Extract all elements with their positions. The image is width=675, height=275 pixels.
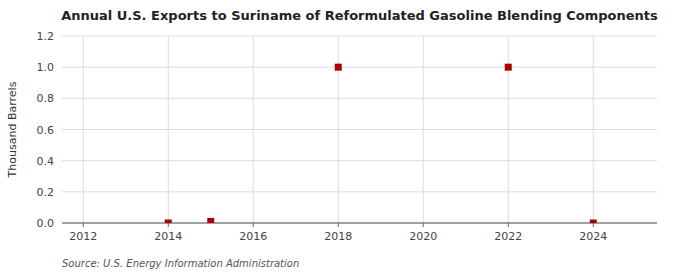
y-tick-label: 1.2 bbox=[37, 30, 55, 43]
y-tick-label: 0.4 bbox=[37, 155, 55, 168]
y-tick-label: 0.0 bbox=[37, 217, 55, 230]
source: Source: U.S. Energy Information Administ… bbox=[62, 258, 299, 269]
point bbox=[207, 218, 214, 223]
y-tick-label: 0.6 bbox=[37, 124, 55, 137]
x-tick-label: 2024 bbox=[579, 230, 607, 243]
x-tick bbox=[253, 223, 254, 227]
x-tick bbox=[423, 223, 424, 227]
x-grid-line bbox=[593, 36, 594, 223]
x-tick bbox=[83, 223, 84, 227]
y-tick-label: 0.8 bbox=[37, 92, 55, 105]
x-tick-label: 2022 bbox=[494, 230, 522, 243]
point bbox=[590, 220, 597, 224]
title: Annual U.S. Exports to Suriname of Refor… bbox=[61, 8, 658, 23]
y-tick-label: 0.2 bbox=[37, 186, 55, 199]
y-grid-line bbox=[62, 223, 657, 224]
y-axis-label: Thousand Barrels bbox=[6, 81, 19, 178]
x-tick bbox=[593, 223, 594, 227]
point bbox=[505, 64, 512, 71]
point bbox=[165, 220, 172, 224]
x-tick-label: 2016 bbox=[239, 230, 267, 243]
y-grid-line bbox=[62, 129, 657, 130]
x-grid-line bbox=[83, 36, 84, 223]
y-grid-line bbox=[62, 67, 657, 68]
y-tick-label: 1.0 bbox=[37, 61, 55, 74]
points bbox=[165, 64, 597, 223]
y-grid-line bbox=[62, 160, 657, 161]
y-grid-line bbox=[62, 191, 657, 192]
x-tick bbox=[508, 223, 509, 227]
chart: Annual U.S. Exports to Suriname of Refor… bbox=[0, 0, 675, 275]
x-tick bbox=[338, 223, 339, 227]
x-tick-label: 2014 bbox=[154, 230, 182, 243]
x-tick-label: 2020 bbox=[409, 230, 437, 243]
x-tick-label: 2012 bbox=[69, 230, 97, 243]
x-tick bbox=[168, 223, 169, 227]
y-grid-line bbox=[62, 98, 657, 99]
x-grid-line bbox=[423, 36, 424, 223]
y-grid-line bbox=[62, 36, 657, 37]
x-tick-label: 2018 bbox=[324, 230, 352, 243]
point bbox=[335, 64, 342, 71]
x-axis-line bbox=[62, 223, 657, 224]
x-grid-line bbox=[253, 36, 254, 223]
x-grid-line bbox=[168, 36, 169, 223]
